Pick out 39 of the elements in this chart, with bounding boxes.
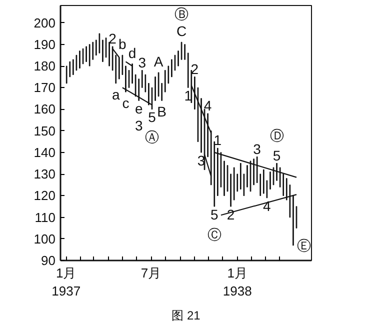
annotation: 4 [204, 98, 212, 114]
y-tick-label: 180 [34, 58, 56, 74]
annotation: 5 [272, 147, 281, 164]
annotation: 3 [253, 140, 262, 157]
x-tick-label: 7月 [140, 266, 162, 280]
annotation: 2 [190, 60, 199, 77]
y-tick-label: 120 [34, 188, 56, 204]
annotation: Ⓓ [270, 127, 284, 144]
annotation: 3 [138, 54, 146, 70]
annotation: a [112, 86, 120, 102]
y-tick-label: 160 [34, 102, 56, 117]
y-tick-label: 130 [34, 166, 56, 182]
annotation: 1 [214, 132, 222, 148]
annotation: d [128, 44, 136, 61]
annotation: Ⓐ [144, 129, 159, 146]
annotation: 3 [134, 118, 143, 134]
annotation: A [154, 53, 164, 70]
y-tick-label: 150 [34, 123, 56, 138]
y-tick-label: 170 [34, 80, 56, 96]
y-tick-label: 140 [34, 144, 56, 160]
y-tick-label: 100 [34, 231, 56, 246]
y-tick-label: 90 [41, 253, 56, 268]
annotation: 2 [108, 30, 117, 47]
annotation: Ⓒ [207, 226, 222, 242]
annotation: c [122, 94, 130, 111]
annotation: Ⓔ [297, 237, 312, 254]
annotation: B [157, 104, 167, 120]
annotation: e [134, 100, 143, 117]
x-tick-label: 1月 1937 [52, 266, 81, 298]
annotation: 5 [148, 109, 156, 126]
annotation: Ⓑ [174, 6, 189, 22]
annotation: b [118, 36, 127, 52]
x-tick-label: 1月 1938 [222, 266, 252, 298]
annotation: C [176, 23, 187, 40]
y-tick-label: 110 [34, 210, 56, 225]
y-tick-label: 200 [34, 15, 56, 30]
caption: 图 21 [172, 308, 201, 322]
y-tick-label: 190 [34, 36, 56, 52]
annotation: 5 [210, 206, 218, 222]
